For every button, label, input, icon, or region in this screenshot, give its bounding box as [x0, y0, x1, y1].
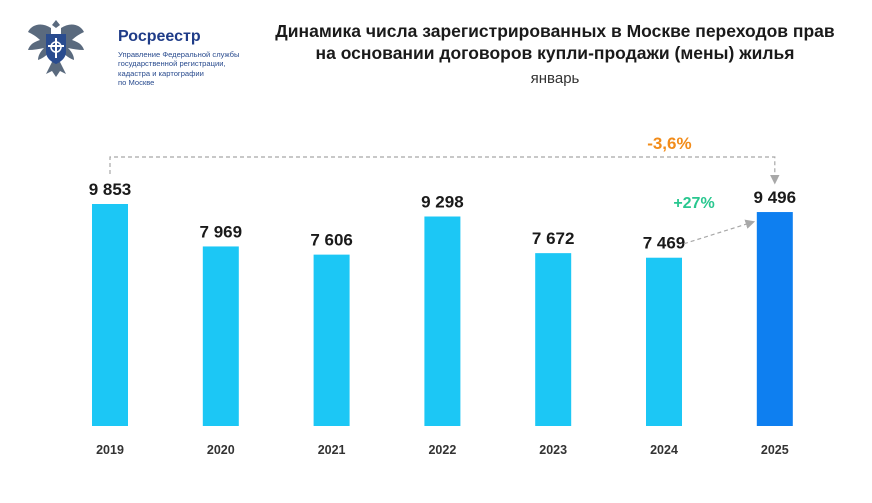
change-arrow-2024-2025: [683, 219, 756, 245]
value-label-2019: 9 853: [89, 180, 132, 199]
x-tick-2020: 2020: [207, 443, 235, 457]
value-label-2024: 7 469: [643, 234, 686, 253]
x-tick-2019: 2019: [96, 443, 124, 457]
chart-title: Динамика числа зарегистрированных в Моск…: [250, 20, 860, 64]
eagle-emblem-icon: [28, 20, 84, 77]
annotation-change-2019-2025: -3,6%: [647, 134, 691, 153]
x-tick-2021: 2021: [318, 443, 346, 457]
logo-subtitle-line: Управление Федеральной службы: [118, 50, 240, 59]
bar-2019: [92, 204, 128, 426]
bar-2021: [313, 254, 350, 426]
value-label-2025: 9 496: [754, 188, 797, 207]
x-tick-2025: 2025: [761, 443, 789, 457]
value-label-2023: 7 672: [532, 229, 575, 248]
bar-2020: [202, 246, 239, 426]
logo-subtitle: Управление Федеральной службы государств…: [118, 50, 278, 88]
value-label-2020: 7 969: [200, 222, 243, 241]
x-tick-2023: 2023: [539, 443, 567, 457]
x-tick-2024: 2024: [650, 443, 678, 457]
logo-subtitle-line: кадастра и картографии: [118, 68, 204, 78]
bar-2023: [535, 253, 572, 426]
bar-2024: [646, 257, 682, 426]
bar-2025: [756, 212, 793, 426]
logo-name: Росреестр: [118, 28, 201, 45]
value-label-2022: 9 298: [421, 193, 464, 212]
bar-2022: [424, 216, 461, 426]
change-arrow-2019-2025: [109, 156, 780, 185]
logo-subtitle-line: по Москве: [118, 78, 155, 88]
logo-subtitle-line: государственной регистрации,: [118, 59, 226, 69]
rosreestr-logo: Росреестр Управление Федеральной службы …: [22, 14, 262, 87]
chart-title-line: Динамика числа зарегистрированных в Моск…: [275, 21, 835, 41]
annotation-change-2024-2025: +27%: [673, 195, 714, 212]
chart-title-line: на основании договоров купли-продажи (ме…: [315, 43, 795, 63]
x-tick-2022: 2022: [428, 443, 456, 457]
value-label-2021: 7 606: [310, 231, 353, 250]
chart-subtitle: январь: [530, 70, 580, 87]
